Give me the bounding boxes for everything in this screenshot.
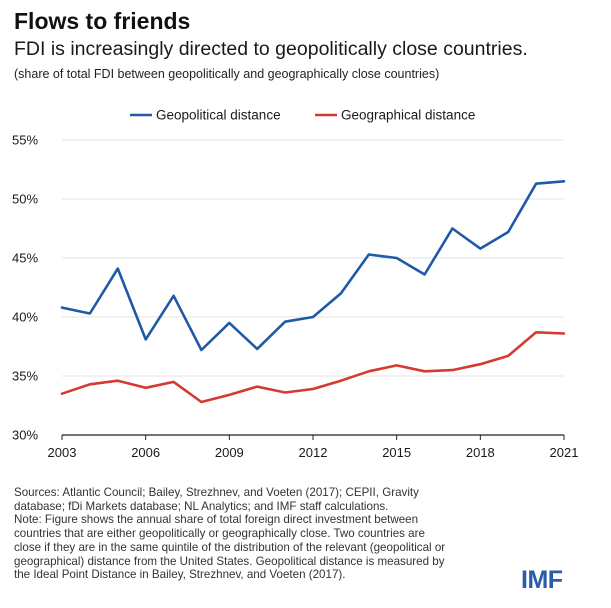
x-tick-label: 2015 <box>382 445 411 460</box>
y-axis-ticks: 30% 35% 40% 45% 50% 55% <box>12 133 38 443</box>
source-note: Sources: Atlantic Council; Bailey, Strez… <box>14 486 484 582</box>
chart-title: Flows to friends <box>14 8 191 34</box>
x-tick-label: 2012 <box>299 445 328 460</box>
y-tick-label: 50% <box>12 192 38 207</box>
chart-note: (share of total FDI between geopolitical… <box>14 67 440 81</box>
source-note-line: the Ideal Point Distance in Bailey, Stre… <box>14 568 346 582</box>
source-note-line: Sources: Atlantic Council; Bailey, Strez… <box>14 486 419 499</box>
line-chart: Geopolitical distance Geographical distan… <box>12 108 579 461</box>
x-tick-label: 2006 <box>131 445 160 460</box>
y-tick-label: 35% <box>12 369 38 384</box>
series-line-geopolitical-distance <box>60 180 566 352</box>
x-tick-label: 2009 <box>215 445 244 460</box>
chart-subtitle: FDI is increasingly directed to geopolit… <box>14 38 528 60</box>
x-axis-ticks: 2003 2006 2009 2012 2015 2018 2021 <box>48 435 579 460</box>
source-note-line: close if they are in the same quintile o… <box>14 540 446 554</box>
y-tick-label: 55% <box>12 133 38 148</box>
y-tick-label: 40% <box>12 310 38 325</box>
source-note-line: countries that are either geopolitically… <box>14 527 425 541</box>
legend: Geopolitical distance Geographical distan… <box>130 108 475 123</box>
series-line-geographical-distance <box>60 330 566 404</box>
grid-lines <box>62 139 564 436</box>
legend-label: Geographical distance <box>341 108 475 123</box>
x-tick-label: 2018 <box>466 445 495 460</box>
x-tick-label: 2021 <box>550 445 579 460</box>
y-tick-label: 30% <box>12 428 38 443</box>
source-note-line: Note: Figure shows the annual share of t… <box>14 513 419 527</box>
source-note-line: database; fDi Markets database; NL Analy… <box>14 499 389 513</box>
x-tick-label: 2003 <box>48 445 77 460</box>
source-note-line: geographical) distance from the United S… <box>14 554 445 568</box>
legend-label: Geopolitical distance <box>156 108 281 123</box>
series-lines <box>60 180 566 404</box>
y-tick-label: 45% <box>12 251 38 266</box>
imf-logo: IMF <box>521 566 563 594</box>
